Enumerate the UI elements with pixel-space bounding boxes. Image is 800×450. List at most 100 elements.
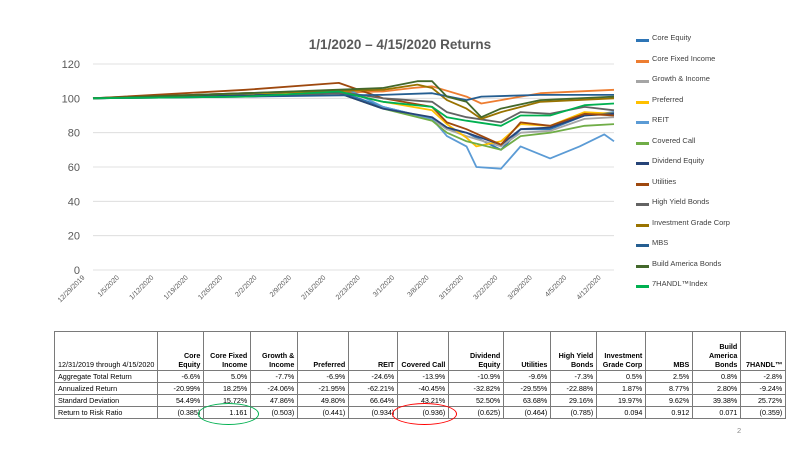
legend-label: Preferred	[652, 94, 684, 104]
x-tick-label: 3/22/2020	[472, 274, 499, 301]
series-line	[92, 82, 615, 146]
table-cell: 19.97%	[596, 394, 647, 407]
returns-line-chart: 1/1/2020 – 4/15/2020 Returns 0 20 40 60 80 10…	[57, 37, 615, 304]
legend-label: REIT	[652, 115, 670, 124]
table-cell: -32.82%	[448, 382, 505, 395]
gridlines	[93, 63, 614, 271]
table-cell: 29.16%	[550, 394, 598, 407]
table-cell: -10.9%	[448, 370, 505, 383]
legend-label: 7HANDL™Index	[652, 279, 708, 288]
table-cell: 52.50%	[448, 394, 505, 407]
legend-label: Build America Bonds	[652, 258, 722, 268]
table-cell: 5.0%	[203, 370, 252, 383]
table-cell: -40.45%	[397, 382, 450, 395]
x-tick-label: 1/19/2020	[163, 274, 190, 301]
highlight-circle-red	[391, 402, 457, 425]
legend-label: MBS	[652, 238, 669, 247]
column-header: Covered Call	[397, 331, 450, 371]
series-line	[92, 90, 615, 127]
column-header: MBS	[645, 331, 694, 371]
x-tick-label: 2/23/2020	[335, 274, 362, 301]
table-cell: 0.094	[596, 406, 647, 419]
row-label: Standard Deviation	[53, 394, 159, 407]
table-corner-label: 12/31/2019 through 4/15/2020	[53, 331, 159, 371]
y-tick-label: 60	[68, 162, 80, 174]
legend-label: Utilities	[652, 176, 677, 186]
series-line	[92, 80, 615, 119]
x-tick-label: 3/1/2020	[372, 274, 396, 298]
x-tick-label: 4/12/2020	[576, 274, 603, 301]
series-lines	[92, 80, 615, 170]
highlight-circle-green	[197, 402, 259, 425]
column-header: High Yield Bonds	[550, 331, 598, 371]
legend-item: High Yield Bonds	[636, 197, 796, 218]
legend-item: Core Fixed Income	[636, 54, 796, 75]
table-cell: -6.6%	[157, 370, 205, 383]
table-cell: 63.68%	[503, 394, 552, 407]
y-tick-label: 120	[62, 59, 80, 71]
column-header: Investment Grade Corp	[596, 331, 647, 371]
table-cell: 39.38%	[692, 394, 742, 407]
legend-label: Covered Call	[652, 135, 696, 145]
legend-label: Investment Grade Corp	[652, 217, 730, 227]
legend-item: Utilities	[636, 177, 796, 198]
table-cell: -7.7%	[250, 370, 299, 383]
legend-label: Core Fixed Income	[652, 53, 716, 63]
legend-item: Core Equity	[636, 33, 796, 54]
table-cell: -62.21%	[348, 382, 399, 395]
table-cell: 8.77%	[645, 382, 694, 395]
table-cell: 0.912	[645, 406, 694, 419]
column-header: Utilities	[503, 331, 552, 371]
table-cell: (0.625)	[448, 406, 505, 419]
legend-swatch	[636, 121, 649, 124]
page-number: 2	[737, 426, 742, 435]
table-cell: 0.071	[692, 406, 742, 419]
column-header: Core Fixed Income	[203, 331, 252, 371]
table-cell: 2.5%	[645, 370, 694, 383]
table-cell: 47.86%	[250, 394, 299, 407]
table-cell: (0.934)	[348, 406, 399, 419]
legend-item: MBS	[636, 238, 796, 259]
column-header: REIT	[348, 331, 399, 371]
legend-swatch	[636, 39, 649, 42]
table-cell: -24.6%	[348, 370, 399, 383]
column-header: Core Equity	[157, 331, 205, 371]
table-cell: -6.9%	[297, 370, 350, 383]
table-cell: 66.64%	[348, 394, 399, 407]
x-tick-label: 2/2/2020	[234, 274, 258, 298]
legend-swatch	[636, 264, 649, 268]
table-cell: 0.5%	[596, 370, 647, 383]
x-tick-label: 3/8/2020	[406, 274, 430, 298]
series-line	[92, 88, 615, 170]
legend-swatch	[636, 203, 649, 206]
legend-label: Core Equity	[652, 33, 692, 42]
table-cell: 9.62%	[645, 394, 694, 407]
table-cell: -9.24%	[740, 382, 787, 395]
x-tick-label: 12/29/2019	[57, 274, 87, 304]
legend-item: Build America Bonds	[636, 259, 796, 280]
row-label: Annualized Return	[53, 382, 159, 395]
table-cell: 54.49%	[157, 394, 205, 407]
series-line	[92, 90, 615, 148]
table-cell: (0.785)	[550, 406, 598, 419]
legend-swatch	[636, 223, 649, 227]
x-tick-label: 1/5/2020	[97, 274, 121, 298]
table-cell: 1.87%	[596, 382, 647, 395]
table-cell: -21.95%	[297, 382, 350, 395]
column-header: Preferred	[297, 331, 350, 371]
legend-swatch	[636, 285, 649, 288]
series-line	[92, 92, 615, 124]
legend-swatch	[636, 141, 649, 145]
legend-item: Covered Call	[636, 136, 796, 157]
legend-item: Dividend Equity	[636, 156, 796, 177]
x-tick-label: 3/15/2020	[438, 274, 465, 301]
table-cell: -20.99%	[157, 382, 205, 395]
legend-swatch	[636, 162, 649, 165]
table-cell: (0.359)	[740, 406, 787, 419]
legend-swatch	[636, 182, 649, 186]
chart-legend: Core Equity Core Fixed Income Growth & Inc…	[636, 33, 796, 300]
legend-item: Preferred	[636, 95, 796, 116]
y-tick-label: 40	[68, 196, 80, 208]
table-cell: (0.464)	[503, 406, 552, 419]
table-cell: 49.80%	[297, 394, 350, 407]
